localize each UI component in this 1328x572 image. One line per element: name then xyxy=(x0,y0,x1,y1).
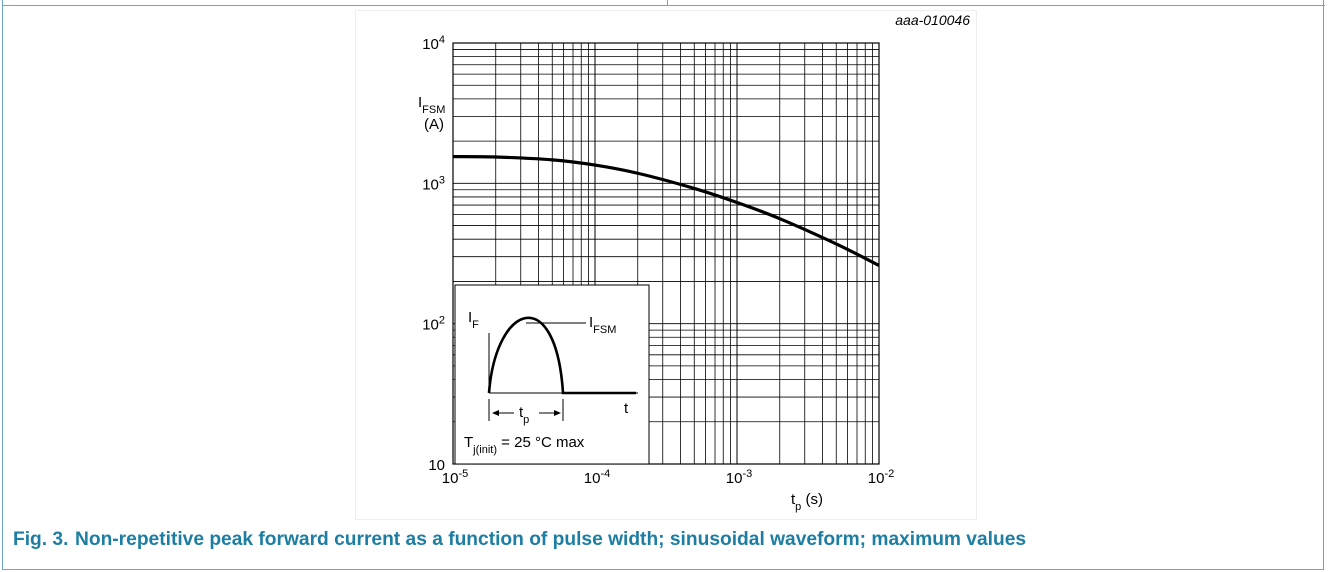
inset-box xyxy=(454,284,650,465)
y-tick-label: 102 xyxy=(422,315,445,334)
y-tick-label: 103 xyxy=(422,174,445,193)
x-tick-label: 10-3 xyxy=(726,468,752,487)
inset-tp-arrowhead-left xyxy=(492,410,499,416)
figure-caption-text: Non-repetitive peak forward current as a… xyxy=(75,529,1027,550)
y-axis-unit: (A) xyxy=(424,116,444,133)
series-line xyxy=(452,155,880,267)
inset-pulse xyxy=(487,316,636,395)
chart-panel: 10 102 103 104 10-5 10-4 10-3 10-2 IFSM (A) tp (s)… xyxy=(355,10,977,520)
header-column-divider xyxy=(667,0,668,6)
figure-number: Fig. 3. xyxy=(13,529,69,550)
inset-tp-label: tp xyxy=(519,404,529,426)
inset-tp-arrowhead-right xyxy=(554,410,561,416)
x-tick-label: 10-4 xyxy=(584,468,610,487)
x-tick-label: 10-2 xyxy=(868,468,894,487)
figure-caption: Fig. 3. Non-repetitive peak forward curre… xyxy=(13,529,1026,551)
inset-if-label: IF xyxy=(468,309,479,331)
y-tick-label: 104 xyxy=(422,34,445,53)
y-axis-label: IFSM xyxy=(418,94,445,116)
header-divider xyxy=(3,0,1325,6)
x-axis-label: tp (s) xyxy=(791,491,823,513)
plot-border xyxy=(452,42,880,465)
inset-t-label: t xyxy=(624,400,629,417)
y-tick-label: 10 xyxy=(428,457,445,474)
inset-tj-label: Tj(init) = 25 °C max xyxy=(464,434,585,456)
figure-id-label: aaa-010046 xyxy=(895,12,970,28)
inset-ifsm-label: IFSM xyxy=(589,314,616,336)
x-tick-label: 10-5 xyxy=(442,468,468,487)
